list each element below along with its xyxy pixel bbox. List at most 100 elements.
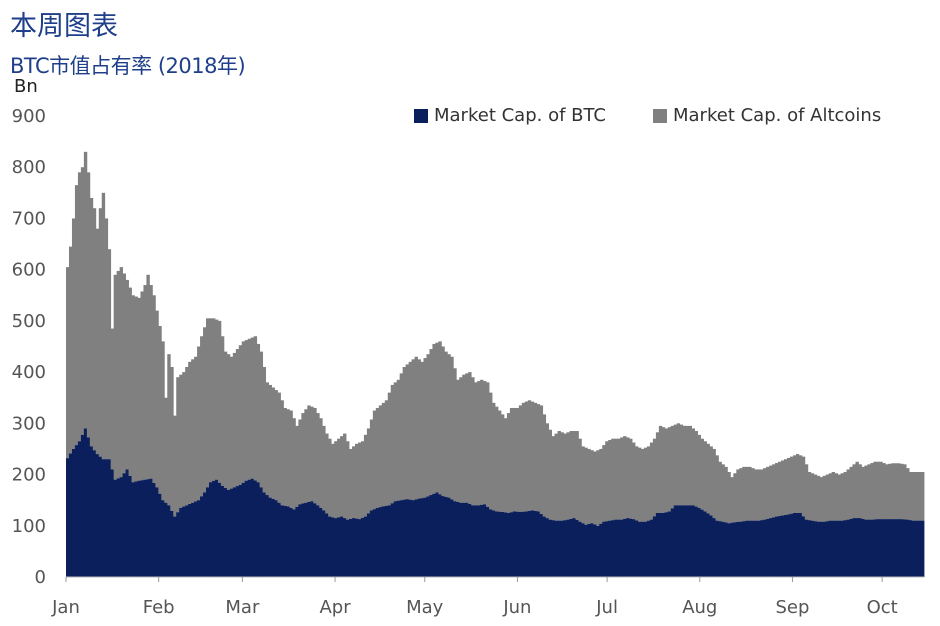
altcoin-slice [581, 446, 585, 524]
altcoin-slice [223, 351, 228, 488]
altcoin-slice [834, 473, 839, 521]
altcoin-slice [655, 432, 660, 513]
btc-slice [176, 512, 180, 577]
btc-slice [566, 519, 570, 577]
altcoin-slice [107, 249, 112, 460]
btc-slice [617, 519, 621, 577]
altcoin-slice [238, 345, 243, 485]
altcoin-slice [751, 468, 755, 521]
altcoin-slice [188, 361, 192, 505]
altcoin-slice [375, 407, 380, 508]
altcoin-slice [798, 455, 803, 513]
btc-slice [209, 482, 213, 577]
btc-slice [870, 519, 874, 577]
btc-slice [855, 518, 859, 577]
btc-slice [736, 521, 740, 577]
btc-slice [602, 521, 606, 577]
altcoin-slice [134, 296, 138, 482]
altcoin-slice [241, 341, 246, 483]
altcoin-slice [572, 431, 576, 519]
btc-slice [596, 525, 600, 577]
btc-slice [798, 512, 803, 577]
altcoin-slice [432, 343, 436, 494]
btc-slice [739, 521, 743, 577]
altcoin-slice [292, 418, 296, 510]
btc-slice [822, 521, 827, 577]
btc-slice [509, 512, 514, 577]
btc-slice [289, 507, 293, 577]
btc-slice [495, 511, 499, 577]
altcoin-slice [864, 465, 868, 520]
altcoin-slice [602, 445, 606, 522]
altcoin-slice [194, 356, 198, 502]
btc-slice [632, 519, 636, 577]
btc-slice [435, 492, 439, 577]
x-tick-label: Jul [595, 597, 618, 618]
altcoin-slice [700, 438, 704, 510]
btc-slice [471, 505, 475, 577]
y-tick-label: 500 [12, 311, 46, 332]
altcoin-slice [343, 433, 347, 519]
btc-slice [164, 502, 168, 577]
altcoin-slice [298, 419, 302, 505]
btc-slice [334, 518, 338, 577]
altcoin-slice [590, 450, 594, 524]
altcoin-slice [524, 401, 529, 512]
btc-slice [271, 498, 275, 577]
btc-slice [786, 514, 791, 577]
altcoin-slice [503, 418, 508, 513]
altcoin-slice [122, 273, 126, 474]
btc-slice [599, 523, 603, 577]
altcoin-slice [247, 338, 252, 480]
btc-slice [158, 493, 162, 577]
altcoin-slice [840, 473, 844, 521]
btc-slice [203, 492, 207, 577]
btc-slice [801, 516, 806, 577]
altcoin-slice [146, 274, 150, 480]
altcoin-slice [855, 461, 859, 519]
btc-slice [581, 523, 585, 577]
btc-slice [697, 507, 701, 577]
btc-slice [363, 516, 368, 577]
btc-slice [629, 518, 633, 577]
btc-slice [497, 511, 502, 577]
altcoin-slice [712, 448, 716, 519]
btc-slice [179, 507, 183, 577]
btc-slice [313, 503, 317, 577]
altcoin-slice [402, 366, 407, 500]
altcoin-slice [492, 402, 496, 511]
btc-slice [155, 487, 159, 577]
altcoin-slice [632, 442, 636, 520]
altcoin-slice [578, 438, 582, 522]
btc-slice [274, 500, 278, 577]
altcoin-slice [363, 434, 368, 517]
altcoin-slice [861, 466, 865, 519]
altcoin-slice [137, 297, 141, 481]
btc-slice [828, 520, 833, 577]
altcoin-slice [158, 326, 162, 494]
btc-slice [539, 514, 544, 577]
btc-slice [620, 519, 624, 577]
btc-slice [810, 520, 815, 577]
altcoin-slice [670, 425, 675, 509]
x-tick-label: Apr [319, 597, 351, 618]
btc-slice [197, 500, 201, 577]
y-tick-label: 600 [12, 260, 46, 281]
btc-slice [879, 519, 883, 577]
altcoin-slice [783, 459, 788, 516]
altcoin-slice [393, 382, 398, 502]
btc-slice [66, 458, 70, 577]
btc-slice [652, 516, 657, 577]
btc-slice [375, 507, 380, 577]
btc-slice [909, 520, 913, 577]
altcoin-slice [408, 361, 412, 500]
altcoin-slice [754, 469, 758, 521]
btc-slice [372, 509, 377, 577]
altcoin-slice [778, 461, 782, 517]
btc-slice [730, 522, 734, 577]
altcoin-slice [262, 366, 267, 493]
altcoin-slice [369, 419, 374, 511]
btc-slice [837, 520, 841, 577]
altcoin-slice [265, 382, 269, 496]
btc-slice [557, 520, 561, 577]
